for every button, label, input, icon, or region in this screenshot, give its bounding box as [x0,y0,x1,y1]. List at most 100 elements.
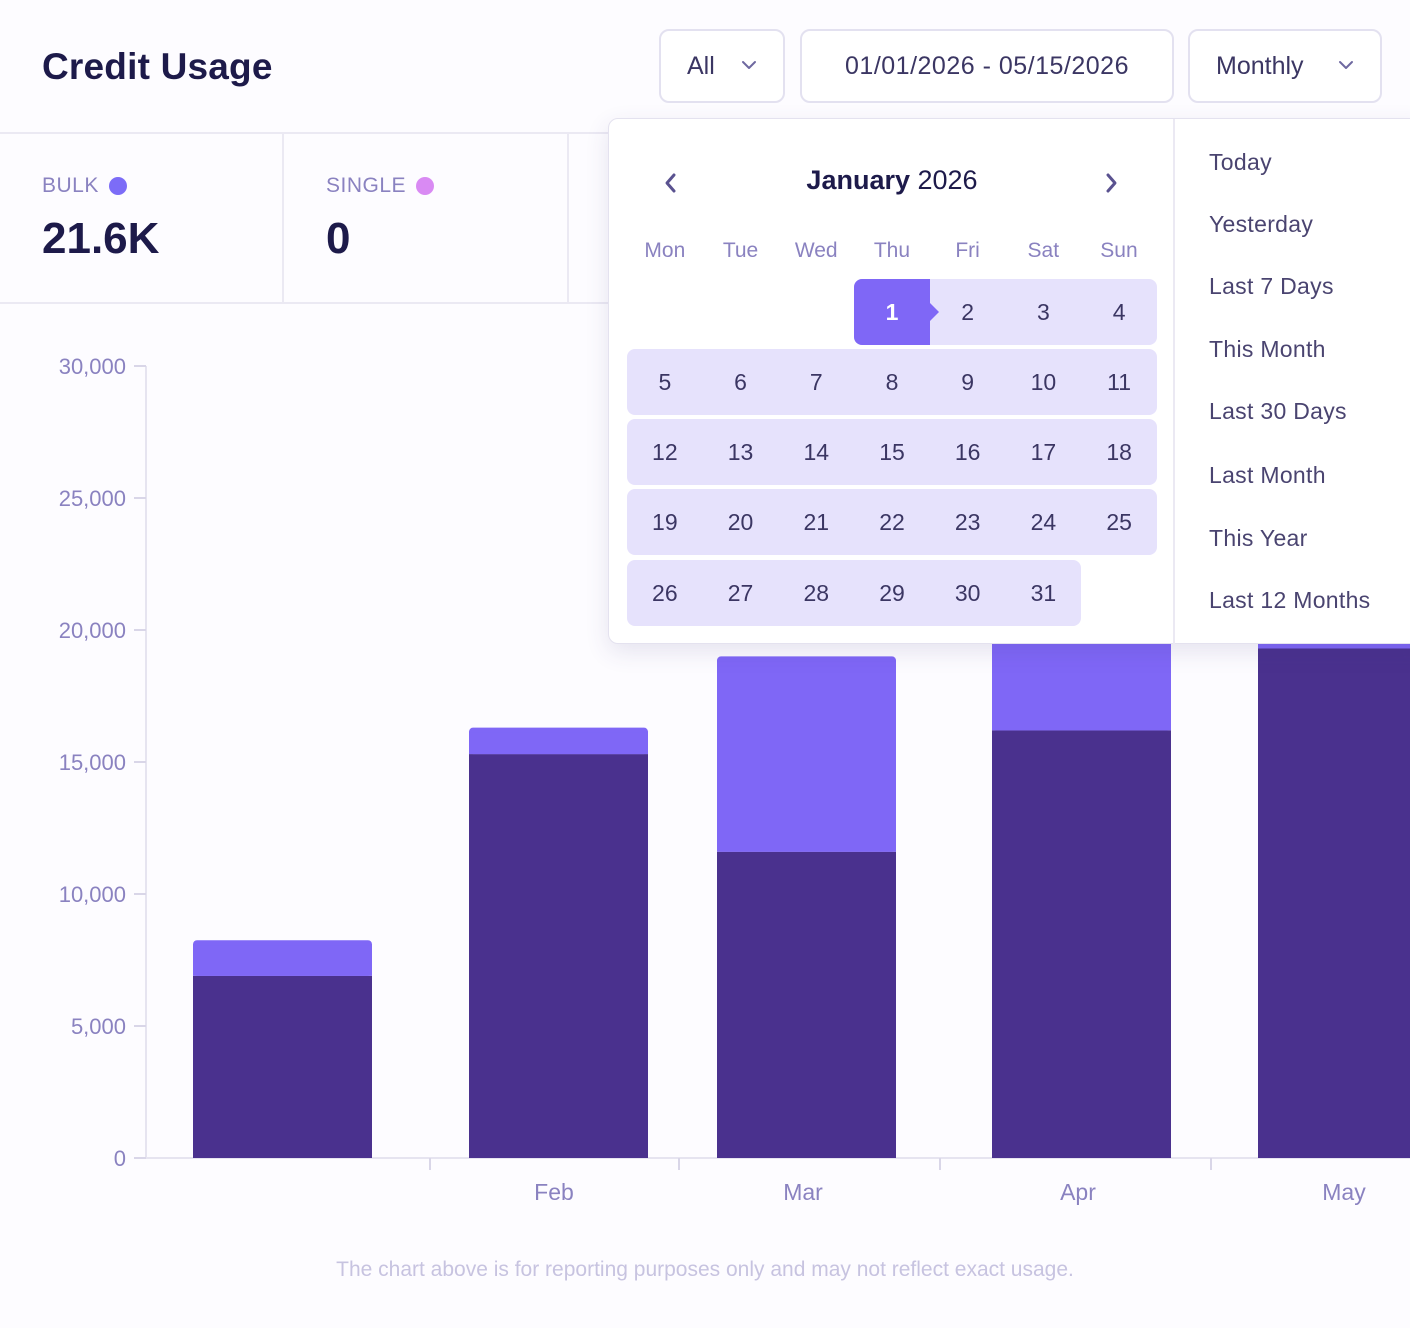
weekday-label: Sun [1100,239,1138,262]
single-legend-dot [416,177,435,195]
calendar-day[interactable]: 24 [1030,508,1057,535]
weekday-label: Sat [1027,239,1060,262]
bulk-legend-dot [108,177,127,195]
stat-single-label-row: SINGLE [326,174,435,198]
bar-segment[interactable] [717,851,896,1158]
calendar-week-row: 26 27 28 29 30 31 [627,560,1157,626]
date-range-picker[interactable]: 01/01/2026 - 05/15/2026 [800,29,1174,103]
calendar-day[interactable]: 31 [1030,579,1057,606]
preset-last-month[interactable]: Last Month [1209,462,1326,488]
y-tick-label: 30,000 [59,354,126,379]
bar-segment-fill [469,732,648,755]
weekday-label: Fri [955,239,980,262]
calendar-day[interactable]: 16 [954,438,981,465]
preset-last-30-days[interactable]: Last 30 Days [1209,398,1347,424]
calendar-day[interactable]: 10 [1030,368,1057,395]
range-highlight [627,349,1157,415]
range-highlight [627,489,1157,555]
y-tick-label: 0 [114,1146,126,1171]
y-tick-label: 10,000 [59,882,126,907]
page-title: Credit Usage [42,46,273,87]
calendar-day[interactable]: 4 [1112,298,1126,325]
y-tick-label: 5,000 [71,1014,126,1039]
calendar-day[interactable]: 12 [652,438,678,465]
chevron-right-icon[interactable] [1097,169,1125,197]
preset-this-year[interactable]: This Year [1209,525,1308,551]
stat-single-label: SINGLE [326,174,407,197]
preset-last-7-days[interactable]: Last 7 Days [1209,273,1334,299]
chart-footnote: The chart above is for reporting purpose… [336,1258,1074,1281]
calendar-week-row: 1 2 3 4 [627,279,1157,345]
calendar-day[interactable]: 23 [954,508,981,535]
preset-today[interactable]: Today [1209,149,1272,175]
bar-segment[interactable] [992,730,1171,1158]
stat-single-value: 0 [326,214,351,263]
stat-single: SINGLE 0 [284,134,569,304]
bar-segment[interactable] [1258,648,1410,1158]
bar-segment-fill [717,661,896,852]
calendar-day[interactable]: 2 [961,298,975,325]
calendar-day[interactable]: 17 [1030,438,1057,465]
bar-segment[interactable] [193,975,372,1158]
weekday-label: Thu [873,239,910,262]
x-tick-label: Feb [534,1179,574,1205]
calendar-day[interactable]: 11 [1107,368,1132,395]
preset-list: Today Yesterday Last 7 Days This Month L… [1175,119,1410,645]
stat-bulk-label: BULK [42,174,99,197]
calendar-week-row: 19 20 21 22 23 24 25 [627,489,1157,555]
period-dropdown[interactable]: Monthly [1188,29,1382,103]
y-tick-label: 25,000 [59,486,126,511]
type-filter-dropdown[interactable]: All [659,29,785,103]
x-tick-label: May [1322,1179,1366,1205]
calendar-day[interactable]: 26 [652,579,678,606]
calendar-day[interactable]: 9 [961,368,975,395]
preset-last-12-months[interactable]: Last 12 Months [1209,587,1371,613]
calendar-day[interactable]: 18 [1106,438,1132,465]
chevron-left-icon[interactable] [657,169,685,197]
stat-bulk-label-row: BULK [42,174,127,198]
calendar-day[interactable]: 20 [727,508,754,535]
calendar-day[interactable]: 5 [658,368,672,395]
weekday-label: Mon [644,239,686,262]
bar-segment-fill [193,945,372,976]
calendar-day[interactable]: 3 [1037,298,1050,325]
date-picker-popover: January 2026 Mon Tue Wed Thu Fri Sat Sun… [608,118,1410,645]
calendar-year: 2026 [917,165,978,195]
range-highlight [627,560,1082,626]
calendar-day-selected[interactable]: 1 [854,279,930,345]
calendar-day[interactable]: 27 [727,579,754,606]
calendar-week-row: 12 13 14 15 16 17 18 [627,419,1157,485]
calendar-month-title: January 2026 [609,165,1175,196]
range-highlight [627,419,1157,485]
y-tick-label: 15,000 [59,750,126,775]
calendar-day[interactable]: 30 [954,579,981,606]
calendar-panel: January 2026 Mon Tue Wed Thu Fri Sat Sun… [609,119,1175,645]
calendar-day[interactable]: 25 [1106,508,1132,535]
calendar-day[interactable]: 14 [803,438,830,465]
calendar-week-row: 5 6 7 8 9 10 11 [627,349,1157,415]
weekday-label: Tue [722,239,759,262]
preset-this-month[interactable]: This Month [1209,336,1326,362]
weekday-label: Wed [794,239,838,262]
period-value: Monthly [1216,51,1304,80]
preset-yesterday[interactable]: Yesterday [1209,211,1314,237]
stat-bulk: BULK 21.6K [0,134,284,304]
bar-segment[interactable] [469,754,648,1158]
chevron-down-icon [742,61,756,69]
calendar-day[interactable]: 7 [809,368,823,395]
calendar-day[interactable]: 19 [652,508,678,535]
calendar-day[interactable]: 21 [803,508,830,535]
calendar-day[interactable]: 8 [885,368,899,395]
stat-bulk-value: 21.6K [42,214,160,263]
type-filter-value: All [687,51,715,80]
calendar-day[interactable]: 6 [734,368,747,395]
x-tick-label: Apr [1060,1179,1096,1205]
calendar-day[interactable]: 29 [879,579,905,606]
y-tick-label: 20,000 [59,618,126,643]
calendar-day[interactable]: 13 [727,438,754,465]
calendar-day[interactable]: 15 [879,438,905,465]
calendar-day[interactable]: 22 [879,508,905,535]
range-start-marker [929,303,939,321]
calendar-day[interactable]: 28 [803,579,830,606]
